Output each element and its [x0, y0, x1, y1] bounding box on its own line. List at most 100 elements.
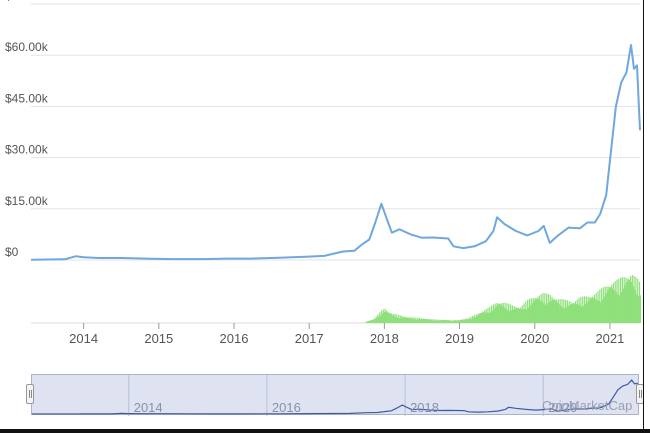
- volume-bar: [560, 306, 562, 323]
- watermark: CoinMarketCap: [542, 398, 633, 413]
- volume-bar: [467, 319, 469, 323]
- x-tick-label: 2014: [69, 331, 98, 346]
- volume-bar: [393, 316, 395, 323]
- volume-bar: [423, 319, 425, 323]
- volume-bar: [408, 318, 411, 323]
- volume-bar: [557, 299, 559, 323]
- volume-bar: [453, 320, 455, 323]
- volume-bar: [469, 319, 471, 323]
- x-tick-label: 2020: [520, 331, 549, 346]
- volume-bar: [389, 314, 392, 323]
- volume-bar: [391, 315, 393, 323]
- volume-bar: [365, 321, 367, 323]
- volume-bar: [541, 301, 543, 323]
- volume-bar: [395, 317, 397, 323]
- volume-bar: [565, 307, 568, 323]
- x-tick-label: 2016: [220, 331, 249, 346]
- range-navigator[interactable]: 2014 2016 2018 2020: [31, 374, 640, 416]
- volume-bar: [638, 296, 640, 323]
- volume-bar: [452, 321, 454, 323]
- y-tick-label: $45.00k: [5, 91, 49, 105]
- volume-bar: [463, 319, 466, 323]
- volume-bar: [454, 320, 457, 323]
- volume-bar: [442, 320, 444, 323]
- volume-bar: [633, 275, 635, 323]
- volume-bar: [537, 299, 540, 323]
- volume-bar: [573, 303, 576, 323]
- volume-bar: [435, 320, 437, 323]
- volume-bar: [616, 279, 618, 323]
- volume-bar: [445, 319, 448, 323]
- volume-bar: [380, 315, 382, 323]
- volume-bar: [450, 321, 452, 323]
- volume-bar: [587, 296, 589, 323]
- volume-bar: [374, 318, 376, 323]
- y-tick-label: $75.00k: [5, 0, 49, 3]
- volume-bar: [505, 308, 507, 323]
- volume-bar: [547, 294, 550, 323]
- volume-bars: [31, 275, 642, 324]
- volume-bar: [500, 304, 502, 323]
- volume-bar: [609, 287, 611, 323]
- volume-bar: [583, 305, 585, 323]
- volume-bar: [377, 314, 379, 323]
- volume-bar: [621, 277, 624, 323]
- volume-bar: [375, 316, 377, 323]
- volume-bar: [567, 306, 569, 323]
- volume-bar: [628, 279, 630, 323]
- volume-bar: [601, 288, 603, 323]
- frame-edge-right: [643, 0, 644, 433]
- navigator-line: [32, 379, 640, 415]
- volume-bar: [578, 298, 580, 323]
- volume-bar: [511, 305, 513, 323]
- volume-bar: [369, 320, 371, 323]
- volume-bar: [524, 309, 526, 323]
- y-tick-label: $15.00k: [5, 194, 49, 208]
- volume-bar: [629, 276, 632, 323]
- volume-bar: [597, 291, 599, 323]
- volume-bar: [394, 313, 396, 323]
- volume-bar: [573, 302, 575, 323]
- volume-bar: [602, 287, 605, 323]
- volume-bar: [426, 318, 429, 323]
- volume-bar: [594, 299, 596, 323]
- volume-bar: [438, 320, 440, 323]
- volume-bar: [501, 306, 504, 323]
- volume-bar: [518, 309, 521, 323]
- volume-bar: [574, 301, 577, 323]
- volume-bar: [385, 311, 387, 323]
- volume-bar: [415, 317, 417, 323]
- volume-bar: [638, 281, 641, 323]
- volume-bar: [441, 319, 443, 323]
- volume-bar: [404, 317, 406, 323]
- volume-bar: [405, 317, 407, 323]
- volume-bar: [575, 303, 577, 323]
- volume-bar: [625, 277, 627, 323]
- volume-bar: [421, 319, 423, 323]
- volume-bar: [595, 293, 597, 323]
- volume-bar: [398, 317, 401, 323]
- volume-bar: [475, 314, 477, 323]
- volume-bar: [581, 306, 583, 323]
- volume-bar: [556, 302, 559, 323]
- volume-bar: [502, 302, 504, 323]
- volume-bar: [614, 281, 616, 323]
- volume-bar: [562, 307, 564, 323]
- volume-bar: [448, 320, 450, 323]
- volume-bar: [367, 321, 369, 323]
- navigator-gridlines: [128, 375, 544, 416]
- volume-bar: [555, 300, 557, 323]
- volume-bar: [449, 320, 451, 323]
- x-axis: 2014 2015 2016 2017 2018 2019 2020 2021: [69, 323, 624, 346]
- volume-bar: [429, 319, 431, 323]
- volume-bar: [549, 295, 551, 323]
- volume-bar: [473, 315, 476, 323]
- navigator-left-handle[interactable]: [26, 384, 34, 404]
- volume-bar: [620, 292, 623, 323]
- volume-bar: [551, 296, 553, 323]
- volume-bar: [414, 319, 416, 323]
- volume-bar: [554, 299, 556, 323]
- volume-bar: [592, 298, 595, 323]
- volume-bar: [622, 288, 624, 323]
- volume-bar: [579, 305, 581, 323]
